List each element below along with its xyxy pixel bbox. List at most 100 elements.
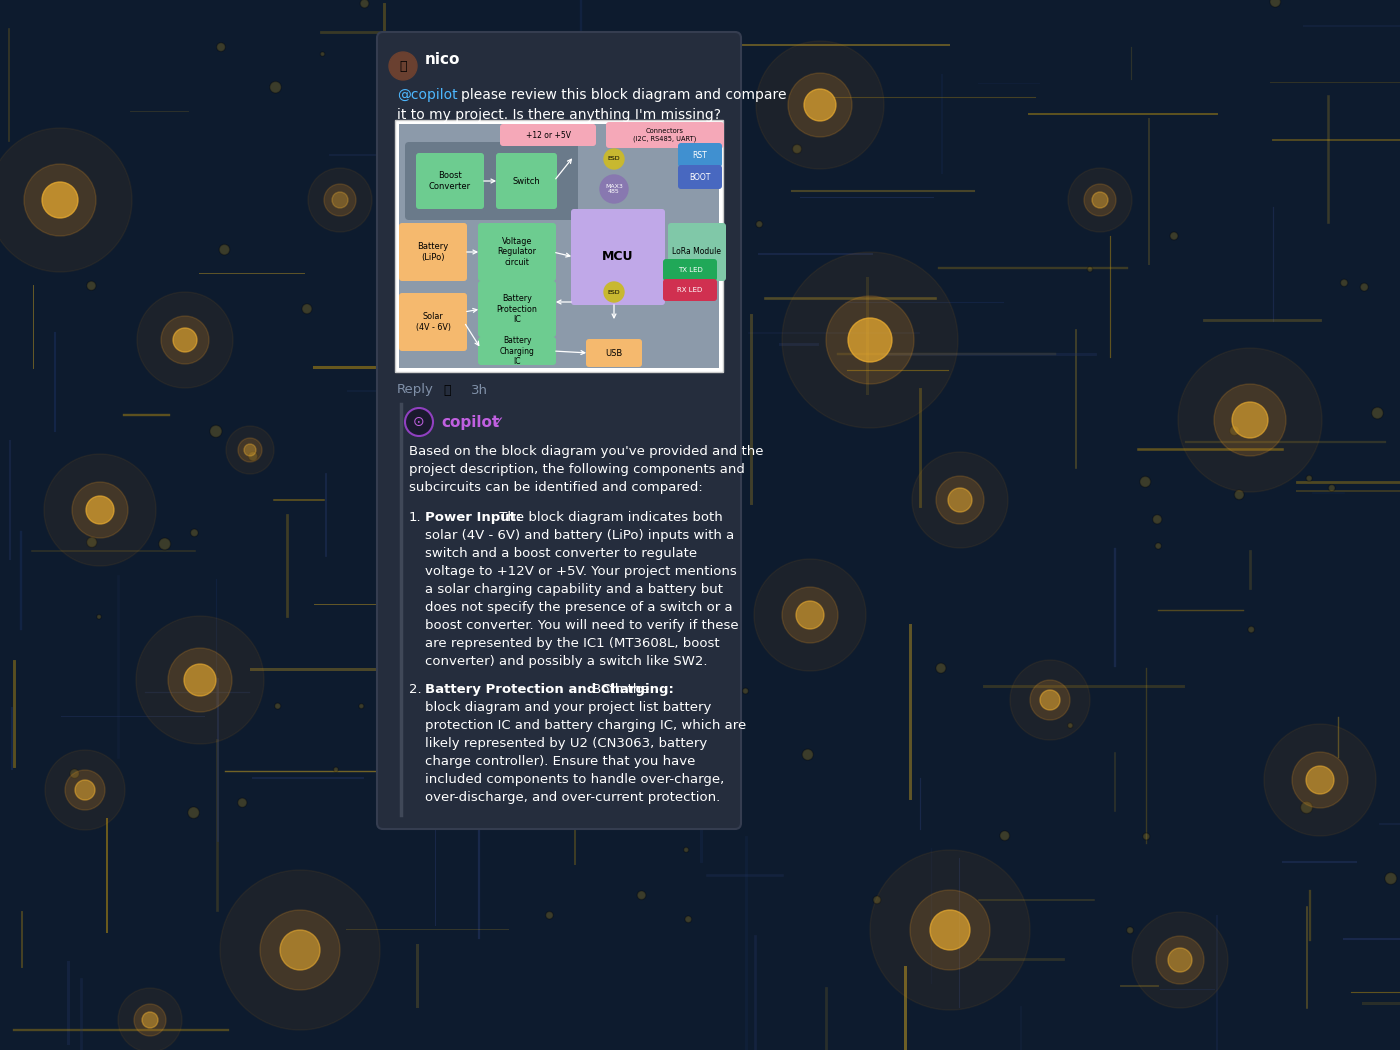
FancyBboxPatch shape bbox=[640, 559, 645, 566]
Circle shape bbox=[1177, 348, 1322, 492]
FancyBboxPatch shape bbox=[248, 452, 258, 461]
Circle shape bbox=[260, 910, 340, 990]
FancyBboxPatch shape bbox=[220, 245, 230, 255]
Circle shape bbox=[601, 175, 629, 203]
Text: block diagram and your project list battery: block diagram and your project list batt… bbox=[426, 701, 711, 714]
FancyBboxPatch shape bbox=[477, 223, 556, 281]
Circle shape bbox=[136, 616, 265, 744]
Text: TX LED: TX LED bbox=[678, 267, 703, 273]
Circle shape bbox=[405, 408, 433, 436]
FancyBboxPatch shape bbox=[1329, 485, 1336, 491]
Text: Based on the block diagram you've provided and the: Based on the block diagram you've provid… bbox=[409, 445, 763, 458]
Text: MCU: MCU bbox=[602, 251, 634, 264]
FancyBboxPatch shape bbox=[742, 688, 749, 694]
Text: likely represented by U2 (CN3063, battery: likely represented by U2 (CN3063, batter… bbox=[426, 737, 707, 750]
FancyBboxPatch shape bbox=[571, 209, 665, 304]
FancyBboxPatch shape bbox=[515, 360, 519, 365]
Circle shape bbox=[308, 168, 372, 232]
Circle shape bbox=[174, 328, 197, 352]
Circle shape bbox=[948, 488, 972, 512]
Text: USB: USB bbox=[605, 349, 623, 357]
FancyBboxPatch shape bbox=[1155, 543, 1161, 549]
FancyBboxPatch shape bbox=[1142, 833, 1149, 840]
Circle shape bbox=[1292, 752, 1348, 808]
Text: over-discharge, and over-current protection.: over-discharge, and over-current protect… bbox=[426, 791, 720, 804]
FancyBboxPatch shape bbox=[416, 153, 484, 209]
FancyBboxPatch shape bbox=[321, 51, 325, 57]
FancyBboxPatch shape bbox=[1088, 267, 1092, 272]
Text: BOOT: BOOT bbox=[689, 172, 711, 182]
Circle shape bbox=[45, 750, 125, 830]
Circle shape bbox=[332, 192, 349, 208]
FancyBboxPatch shape bbox=[399, 124, 720, 368]
Text: project description, the following components and: project description, the following compo… bbox=[409, 463, 745, 476]
FancyBboxPatch shape bbox=[405, 142, 578, 220]
Circle shape bbox=[0, 128, 132, 272]
FancyBboxPatch shape bbox=[333, 768, 339, 772]
Text: boost converter. You will need to verify if these: boost converter. You will need to verify… bbox=[426, 620, 739, 632]
Text: 1.: 1. bbox=[409, 511, 421, 524]
FancyBboxPatch shape bbox=[210, 425, 223, 437]
Text: Connectors
(I2C, RS485, UART): Connectors (I2C, RS485, UART) bbox=[633, 128, 697, 142]
FancyBboxPatch shape bbox=[190, 529, 197, 537]
Text: Battery
Charging
IC: Battery Charging IC bbox=[500, 336, 535, 365]
FancyBboxPatch shape bbox=[500, 124, 596, 146]
FancyBboxPatch shape bbox=[1000, 831, 1009, 840]
Text: switch and a boost converter to regulate: switch and a boost converter to regulate bbox=[426, 547, 697, 560]
Circle shape bbox=[756, 41, 883, 169]
Text: are represented by the IC1 (MT3608L, boost: are represented by the IC1 (MT3608L, boo… bbox=[426, 637, 720, 650]
Circle shape bbox=[220, 870, 379, 1030]
Circle shape bbox=[76, 780, 95, 800]
Text: 👍: 👍 bbox=[442, 383, 451, 397]
Text: ESD: ESD bbox=[608, 156, 620, 162]
Circle shape bbox=[1009, 660, 1091, 740]
FancyBboxPatch shape bbox=[874, 896, 881, 904]
FancyBboxPatch shape bbox=[87, 281, 95, 290]
FancyBboxPatch shape bbox=[1068, 723, 1072, 728]
Circle shape bbox=[183, 664, 216, 696]
Circle shape bbox=[161, 316, 209, 364]
FancyBboxPatch shape bbox=[395, 120, 722, 372]
Text: Switch: Switch bbox=[512, 176, 540, 186]
Circle shape bbox=[1040, 690, 1060, 710]
Text: 3h: 3h bbox=[470, 383, 489, 397]
Circle shape bbox=[134, 1004, 167, 1036]
FancyBboxPatch shape bbox=[274, 704, 280, 709]
Circle shape bbox=[24, 164, 97, 236]
FancyBboxPatch shape bbox=[587, 339, 643, 368]
FancyBboxPatch shape bbox=[399, 293, 468, 351]
Text: RX LED: RX LED bbox=[678, 287, 703, 293]
Circle shape bbox=[1092, 192, 1107, 208]
Circle shape bbox=[788, 74, 853, 136]
Circle shape bbox=[804, 89, 836, 121]
FancyBboxPatch shape bbox=[1385, 873, 1397, 884]
FancyBboxPatch shape bbox=[1247, 627, 1254, 633]
Text: charge controller). Ensure that you have: charge controller). Ensure that you have bbox=[426, 755, 696, 768]
Text: Voltage
Regulator
circuit: Voltage Regulator circuit bbox=[497, 237, 536, 267]
Circle shape bbox=[137, 292, 232, 388]
Circle shape bbox=[1068, 168, 1133, 232]
Text: The block diagram indicates both: The block diagram indicates both bbox=[496, 511, 722, 524]
Text: 2.: 2. bbox=[409, 682, 421, 696]
Circle shape bbox=[911, 452, 1008, 548]
Text: Battery Protection and Charging:: Battery Protection and Charging: bbox=[426, 682, 673, 696]
Circle shape bbox=[1306, 766, 1334, 794]
Circle shape bbox=[1168, 948, 1191, 972]
Circle shape bbox=[1214, 384, 1287, 456]
Circle shape bbox=[783, 587, 839, 643]
Text: copilot: copilot bbox=[441, 415, 500, 429]
Circle shape bbox=[783, 252, 958, 428]
Circle shape bbox=[1264, 724, 1376, 836]
Circle shape bbox=[64, 770, 105, 810]
Text: Solar
(4V - 6V): Solar (4V - 6V) bbox=[416, 312, 451, 332]
Circle shape bbox=[910, 890, 990, 970]
FancyBboxPatch shape bbox=[1235, 490, 1245, 500]
Circle shape bbox=[1030, 680, 1070, 720]
FancyBboxPatch shape bbox=[543, 595, 553, 605]
Text: LoRa Module: LoRa Module bbox=[672, 248, 721, 256]
FancyBboxPatch shape bbox=[683, 847, 689, 853]
FancyBboxPatch shape bbox=[664, 259, 717, 281]
FancyBboxPatch shape bbox=[515, 43, 524, 53]
Circle shape bbox=[389, 52, 417, 80]
FancyBboxPatch shape bbox=[270, 82, 281, 93]
